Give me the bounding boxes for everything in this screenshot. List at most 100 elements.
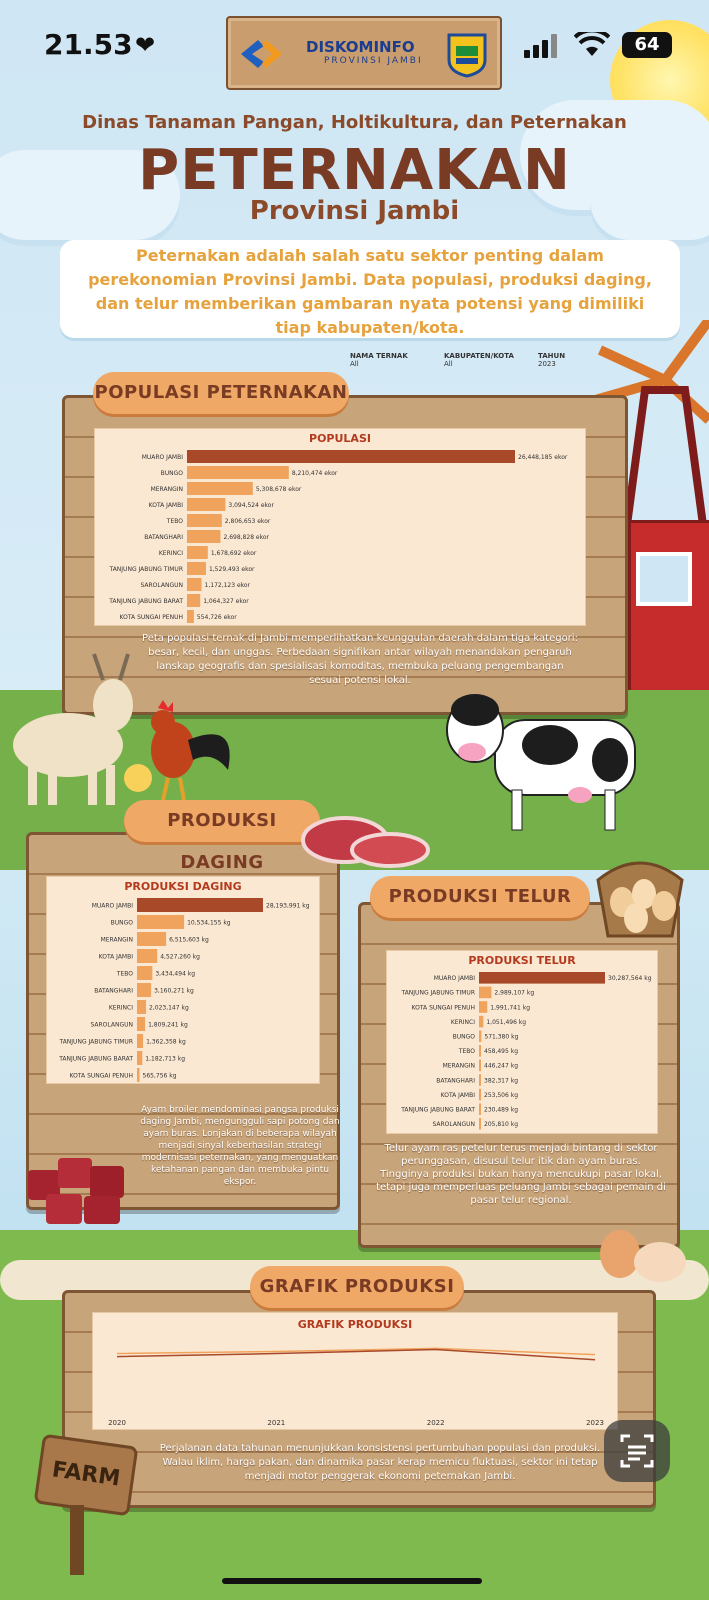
series-line [116, 1348, 596, 1361]
banner-sub: PROVINSI JAMBI [324, 56, 423, 66]
telur-bar-chart: MUARO JAMBI 30,287,564 kg TANJUNG JABUNG T… [400, 972, 652, 1130]
series-line [116, 1347, 596, 1356]
bar [137, 1051, 143, 1065]
bar-category-label: MERANGIN [443, 1063, 475, 1070]
bar-category-label: TANJUNG JABUNG TIMUR [59, 1039, 134, 1046]
bar [137, 949, 158, 963]
bar [137, 915, 185, 929]
bar [187, 594, 201, 607]
grafik-heading: GRAFIK PRODUKSI [250, 1266, 464, 1308]
bar-value-label: 1,362,358 kg [146, 1039, 186, 1046]
bar-value-label: 3,160,271 kg [154, 988, 194, 995]
status-time: 21.53 [44, 28, 133, 61]
bar-category-label: KOTA SUNGAI PENUH [120, 614, 183, 621]
bar [479, 1103, 481, 1115]
grafik-line-chart: 2020 2021 2022 2023 [108, 1347, 604, 1427]
chart-title: POPULASI [309, 432, 371, 445]
bar [479, 1030, 482, 1042]
status-bar: 21.53 ❤ 64 [0, 0, 709, 90]
bar-value-label: 6,515,603 kg [169, 937, 209, 944]
page-title: PETERNAKAN [138, 138, 571, 203]
bar-category-label: KOTA JAMBI [99, 954, 134, 961]
bar [187, 610, 194, 623]
bar-value-label: 446,247 kg [484, 1063, 518, 1070]
bar [479, 1074, 481, 1086]
page-subtitle: Provinsi Jambi [249, 196, 460, 226]
bar-category-label: MERANGIN [101, 937, 133, 944]
bar [137, 1017, 146, 1031]
bar-category-label: BATANGHARI [94, 988, 133, 995]
bar [137, 932, 167, 946]
bar [187, 578, 202, 591]
bar-category-label: TANJUNG JABUNG BARAT [58, 1056, 133, 1063]
grafik-chart-card: GRAFIK PRODUKSI 2020 2021 2022 2023 [92, 1312, 618, 1430]
x-tick-label: 2020 [108, 1419, 126, 1427]
telur-heading: PRODUKSI TELUR [370, 876, 590, 918]
grafik-caption: Perjalanan data tahunan menunjukkan kons… [159, 1443, 601, 1482]
rooster-icon [124, 700, 230, 801]
bar-value-label: 2,989,107 kg [494, 990, 534, 997]
home-indicator[interactable] [222, 1578, 482, 1584]
populasi-caption: Peta populasi ternak di Jambi memperliha… [142, 633, 578, 686]
filter-kabupaten[interactable]: KABUPATEN/KOTA All [444, 352, 514, 368]
bar-category-label: KOTA SUNGAI PENUH [70, 1073, 133, 1080]
chart-title: PRODUKSI DAGING [124, 880, 242, 893]
bar-value-label: 1,064,327 ekor [203, 598, 249, 605]
bar-value-label: 2,023,147 kg [149, 1005, 189, 1012]
daging-chart-card: PRODUKSI DAGING MUARO JAMBI 28,193,991 kg… [46, 876, 320, 1084]
bar [137, 983, 152, 997]
bar-value-label: 10,534,155 kg [187, 920, 231, 927]
bar [479, 1015, 484, 1028]
filter-tahun[interactable]: TAHUN 2023 [538, 352, 565, 368]
cloud-decoration [590, 160, 709, 240]
bar-value-label: 205,810 kg [484, 1121, 518, 1128]
filter-label: NAMA TERNAK [350, 352, 408, 360]
bar [479, 1088, 481, 1101]
bar-category-label: KOTA JAMBI [149, 502, 184, 509]
bar-category-label: BATANGHARI [144, 534, 183, 541]
barn-window-icon [636, 552, 692, 606]
filter-nama-ternak[interactable]: NAMA TERNAK All [350, 352, 408, 368]
bar-category-label: BUNGO [453, 1033, 476, 1040]
bar-value-label: 1,051,496 kg [486, 1019, 526, 1026]
bar-category-label: TANJUNG JABUNG TIMUR [109, 566, 184, 573]
sign-post [70, 1505, 84, 1575]
bar-value-label: 554,726 ekor [197, 614, 237, 621]
bar-value-label: 1,182,713 kg [145, 1056, 185, 1063]
goat-icon [13, 653, 133, 805]
bar [137, 898, 263, 912]
bar-category-label: KERINCI [159, 550, 183, 557]
bar-category-label: KERINCI [451, 1019, 475, 1026]
bar-value-label: 3,094,524 ekor [228, 502, 274, 509]
bar-value-label: 1,809,241 kg [148, 1022, 188, 1029]
meat-cubes-icon [28, 1158, 124, 1224]
bar-value-label: 28,193,991 kg [266, 903, 310, 910]
bar [187, 466, 289, 479]
scan-text-button[interactable] [604, 1420, 670, 1482]
bar [137, 1034, 144, 1048]
bar-category-label: MERANGIN [151, 486, 183, 493]
bar-category-label: TEBO [166, 518, 183, 525]
bar-value-label: 1,991,741 kg [490, 1004, 530, 1011]
cow-icon [446, 694, 636, 831]
daging-bar-chart: MUARO JAMBI 28,193,991 kg BUNGO 10,534,155 … [58, 898, 310, 1082]
bar-category-label: BUNGO [161, 470, 184, 477]
bar-category-label: TEBO [458, 1048, 475, 1055]
banner-brand: DISKOMINFO [306, 38, 415, 56]
bar [479, 986, 492, 999]
egg-basket-icon [596, 861, 684, 938]
bar [479, 1118, 481, 1130]
bar-value-label: 5,308,678 ekor [256, 486, 302, 493]
cloud-decoration [0, 150, 180, 240]
bar-category-label: SAROLANGUN [432, 1121, 475, 1128]
bar-category-label: KOTA SUNGAI PENUH [412, 1004, 475, 1011]
bar-category-label: MUARO JAMBI [142, 454, 184, 461]
bar [187, 498, 226, 511]
bar-value-label: 4,527,260 kg [160, 954, 200, 961]
bar [479, 1001, 488, 1013]
bar-value-label: 26,448,185 ekor [518, 454, 568, 461]
bar-value-label: 458,495 kg [484, 1048, 518, 1055]
bar-category-label: BATANGHARI [436, 1077, 475, 1084]
bar-value-label: 8,210,474 ekor [292, 470, 338, 477]
